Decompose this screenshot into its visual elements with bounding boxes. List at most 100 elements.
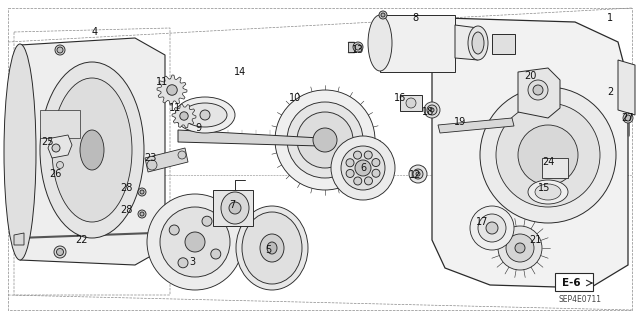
Circle shape xyxy=(55,45,65,55)
Text: 16: 16 xyxy=(394,93,406,103)
Circle shape xyxy=(200,110,210,120)
Ellipse shape xyxy=(183,103,227,127)
Text: 25: 25 xyxy=(42,137,54,147)
Polygon shape xyxy=(20,38,165,265)
Circle shape xyxy=(52,144,60,152)
Text: 28: 28 xyxy=(120,205,132,215)
Ellipse shape xyxy=(236,206,308,290)
Circle shape xyxy=(515,243,525,253)
Circle shape xyxy=(56,249,63,256)
Text: E-6: E-6 xyxy=(562,278,580,288)
Circle shape xyxy=(185,232,205,252)
Text: 14: 14 xyxy=(234,67,246,77)
Circle shape xyxy=(478,214,506,242)
Ellipse shape xyxy=(40,62,144,238)
Circle shape xyxy=(372,159,380,167)
Text: 28: 28 xyxy=(120,183,132,193)
Circle shape xyxy=(180,112,188,120)
Ellipse shape xyxy=(52,78,132,222)
Ellipse shape xyxy=(297,112,353,168)
Text: 11: 11 xyxy=(169,103,181,113)
Polygon shape xyxy=(492,34,515,54)
Circle shape xyxy=(211,249,221,259)
Bar xyxy=(400,95,422,111)
Polygon shape xyxy=(172,104,196,128)
Text: 22: 22 xyxy=(76,235,88,245)
Ellipse shape xyxy=(472,32,484,54)
Text: 9: 9 xyxy=(195,123,201,133)
Ellipse shape xyxy=(528,180,568,204)
Circle shape xyxy=(470,206,514,250)
Polygon shape xyxy=(542,158,568,178)
Circle shape xyxy=(160,207,230,277)
Circle shape xyxy=(496,103,600,207)
Circle shape xyxy=(364,151,372,159)
Circle shape xyxy=(379,11,387,19)
Bar xyxy=(40,110,80,138)
Bar xyxy=(555,273,593,291)
Circle shape xyxy=(625,115,631,121)
Circle shape xyxy=(430,108,434,112)
Circle shape xyxy=(409,165,427,183)
Circle shape xyxy=(57,47,63,53)
Circle shape xyxy=(169,225,179,235)
Text: 23: 23 xyxy=(144,153,156,163)
Text: SEP4E0711: SEP4E0711 xyxy=(559,295,602,305)
Circle shape xyxy=(167,85,177,95)
Circle shape xyxy=(533,85,543,95)
Ellipse shape xyxy=(80,130,104,170)
Ellipse shape xyxy=(221,192,249,224)
Text: 26: 26 xyxy=(49,169,61,179)
Text: 2: 2 xyxy=(607,87,613,97)
Circle shape xyxy=(147,160,157,170)
Polygon shape xyxy=(438,118,514,133)
Text: 10: 10 xyxy=(289,93,301,103)
Ellipse shape xyxy=(355,160,371,176)
Circle shape xyxy=(480,87,616,223)
Circle shape xyxy=(178,258,188,268)
Circle shape xyxy=(140,190,144,194)
Polygon shape xyxy=(380,15,455,72)
Text: 19: 19 xyxy=(454,117,466,127)
Circle shape xyxy=(346,169,354,177)
Polygon shape xyxy=(145,148,188,172)
Circle shape xyxy=(528,80,548,100)
Polygon shape xyxy=(48,135,72,158)
Text: 7: 7 xyxy=(229,200,235,210)
Text: 6: 6 xyxy=(360,163,366,173)
Ellipse shape xyxy=(4,44,36,260)
Text: 8: 8 xyxy=(412,13,418,23)
Circle shape xyxy=(355,44,361,50)
Ellipse shape xyxy=(267,242,277,254)
Text: 5: 5 xyxy=(265,245,271,255)
Circle shape xyxy=(416,172,420,176)
Ellipse shape xyxy=(331,136,395,200)
Circle shape xyxy=(202,216,212,226)
Circle shape xyxy=(354,177,362,185)
Text: 1: 1 xyxy=(607,13,613,23)
Circle shape xyxy=(413,169,423,179)
Text: 15: 15 xyxy=(538,183,550,193)
Circle shape xyxy=(140,212,144,216)
Circle shape xyxy=(486,222,498,234)
Ellipse shape xyxy=(260,234,284,262)
Polygon shape xyxy=(14,233,24,245)
Circle shape xyxy=(372,169,380,177)
Polygon shape xyxy=(178,130,320,146)
Text: 11: 11 xyxy=(156,77,168,87)
Circle shape xyxy=(498,226,542,270)
Circle shape xyxy=(353,42,363,52)
Circle shape xyxy=(229,202,241,214)
Bar xyxy=(348,42,354,52)
Circle shape xyxy=(506,234,534,262)
Polygon shape xyxy=(432,18,628,288)
Ellipse shape xyxy=(175,97,235,133)
Circle shape xyxy=(138,188,146,196)
Ellipse shape xyxy=(242,212,302,284)
Ellipse shape xyxy=(468,26,488,60)
Ellipse shape xyxy=(287,102,363,178)
Ellipse shape xyxy=(275,90,375,190)
Circle shape xyxy=(178,151,186,159)
Ellipse shape xyxy=(313,128,337,152)
Text: 13: 13 xyxy=(352,45,364,55)
